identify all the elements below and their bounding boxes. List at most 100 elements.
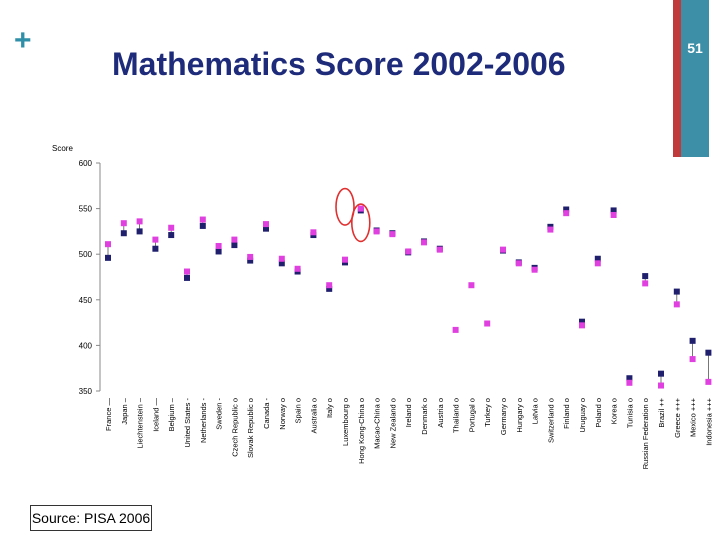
point-s1-30 (579, 318, 585, 325)
x-tick-label-0: France — (104, 398, 113, 431)
x-tick-label-38: Indonesia +++ (704, 397, 713, 445)
point-s1-1 (120, 230, 127, 237)
point-s2-5 (184, 268, 190, 275)
point-s1-29 (563, 206, 570, 213)
point-s2-6 (199, 216, 206, 223)
y-tick-label-450: 450 (79, 296, 93, 305)
x-tick-label-4: Belgium – (167, 397, 176, 431)
point-s2-19 (405, 248, 412, 255)
point-s2-15 (342, 256, 348, 263)
point-s1-11 (278, 260, 285, 267)
x-tick-label-35: Brazil ++ (657, 397, 666, 427)
point-s2-16 (357, 205, 364, 212)
x-tick-label-15: Luxembourg o (341, 398, 350, 446)
point-s2-22 (452, 326, 459, 333)
point-s2-8 (231, 236, 238, 243)
point-s2-23 (468, 282, 475, 289)
point-s2-34 (642, 280, 649, 287)
point-s2-29 (563, 210, 570, 217)
x-tick-label-28: Switzerland o (546, 398, 555, 443)
x-tick-label-3: Iceland — (151, 398, 160, 432)
point-s1-35 (658, 370, 664, 377)
x-tick-label-12: Spain o (294, 398, 303, 423)
point-s2-26 (515, 260, 522, 267)
point-s2-21 (436, 246, 443, 253)
y-tick-label-550: 550 (79, 205, 93, 214)
point-s1-2 (136, 228, 143, 235)
point-s1-32 (610, 207, 617, 214)
x-tick-label-18: New Zealand o (388, 398, 397, 448)
x-tick-label-29: Finland o (562, 398, 571, 429)
x-tick-label-13: Australia o (309, 398, 318, 433)
point-s1-7 (215, 248, 222, 255)
point-s2-33 (626, 379, 633, 386)
point-s2-7 (215, 242, 222, 249)
y-tick-label-400: 400 (79, 341, 93, 350)
x-tick-label-19: Ireland o (404, 398, 413, 427)
point-s1-3 (152, 245, 159, 252)
x-tick-label-21: Austria o (436, 398, 445, 428)
point-s2-37 (689, 356, 696, 363)
x-tick-label-37: Mexico +++ (689, 397, 698, 437)
x-tick-label-2: Liechtenstein – (136, 397, 145, 448)
x-tick-label-11: Norway o (278, 398, 287, 430)
point-s1-6 (199, 222, 206, 229)
x-tick-label-17: Macao-China o (373, 398, 382, 449)
x-tick-label-20: Denmark o (420, 398, 429, 435)
x-tick-label-10: Canada - (262, 398, 271, 429)
point-s1-33 (626, 375, 633, 382)
x-tick-label-24: Turkey o (483, 398, 492, 427)
slide-title: Mathematics Score 2002-2006 (112, 46, 566, 82)
x-tick-label-1: Japan – (120, 397, 129, 425)
point-s2-4 (168, 224, 175, 231)
x-tick-label-22: Thailand o (452, 398, 461, 433)
point-s1-0 (105, 254, 111, 261)
plus-icon: + (14, 24, 32, 57)
point-s2-1 (120, 220, 127, 227)
x-tick-label-16: Hong Kong-China o (357, 398, 366, 464)
y-tick-label-350: 350 (79, 387, 93, 396)
point-s2-17 (373, 228, 380, 235)
point-s2-30 (579, 322, 585, 329)
point-s1-5 (184, 274, 190, 281)
source-note: Source: PISA 2006 (30, 505, 152, 531)
x-tick-label-8: Czech Republic o (230, 398, 239, 457)
point-s2-0 (105, 241, 111, 248)
x-tick-label-30: Uruguay o (578, 398, 587, 433)
y-axis-label: Score (52, 144, 73, 153)
chart-axes: Score 350 400 450 500 550 600 (52, 144, 101, 396)
x-tick-label-6: Netherlands - (199, 398, 208, 444)
accent-bar-red (673, 0, 681, 157)
highlight-ellipse-1 (335, 187, 355, 226)
point-s2-35 (658, 382, 664, 389)
point-s2-32 (610, 211, 617, 218)
x-tick-label-7: Sweden - (215, 398, 224, 430)
x-tick-label-9: Slovak Republic o (246, 398, 255, 458)
point-s1-14 (326, 285, 333, 292)
x-tick-label-31: Poland o (594, 398, 603, 428)
x-tick-label-14: Italy o (325, 398, 334, 418)
x-tick-label-36: Greece +++ (673, 397, 682, 437)
y-tick-label-500: 500 (79, 250, 93, 259)
point-s2-27 (531, 266, 538, 273)
x-tick-label-27: Latvia o (531, 398, 540, 424)
point-s2-18 (389, 231, 396, 238)
point-s1-37 (689, 337, 696, 344)
point-s1-31 (594, 255, 601, 262)
x-tick-label-25: Germany o (499, 398, 508, 435)
point-s2-24 (484, 320, 491, 327)
point-s1-8 (231, 242, 238, 249)
accent-bar-teal (681, 0, 709, 157)
point-s2-28 (547, 226, 554, 233)
point-s2-9 (247, 253, 254, 260)
point-s1-10 (263, 225, 269, 232)
chart-marks (105, 187, 712, 389)
point-s2-31 (594, 260, 601, 267)
point-s1-4 (168, 232, 175, 239)
point-s2-38 (705, 378, 712, 385)
y-tick-label-600: 600 (79, 159, 93, 168)
point-s2-13 (310, 229, 317, 236)
point-s1-34 (642, 273, 649, 280)
point-s2-14 (326, 282, 333, 289)
